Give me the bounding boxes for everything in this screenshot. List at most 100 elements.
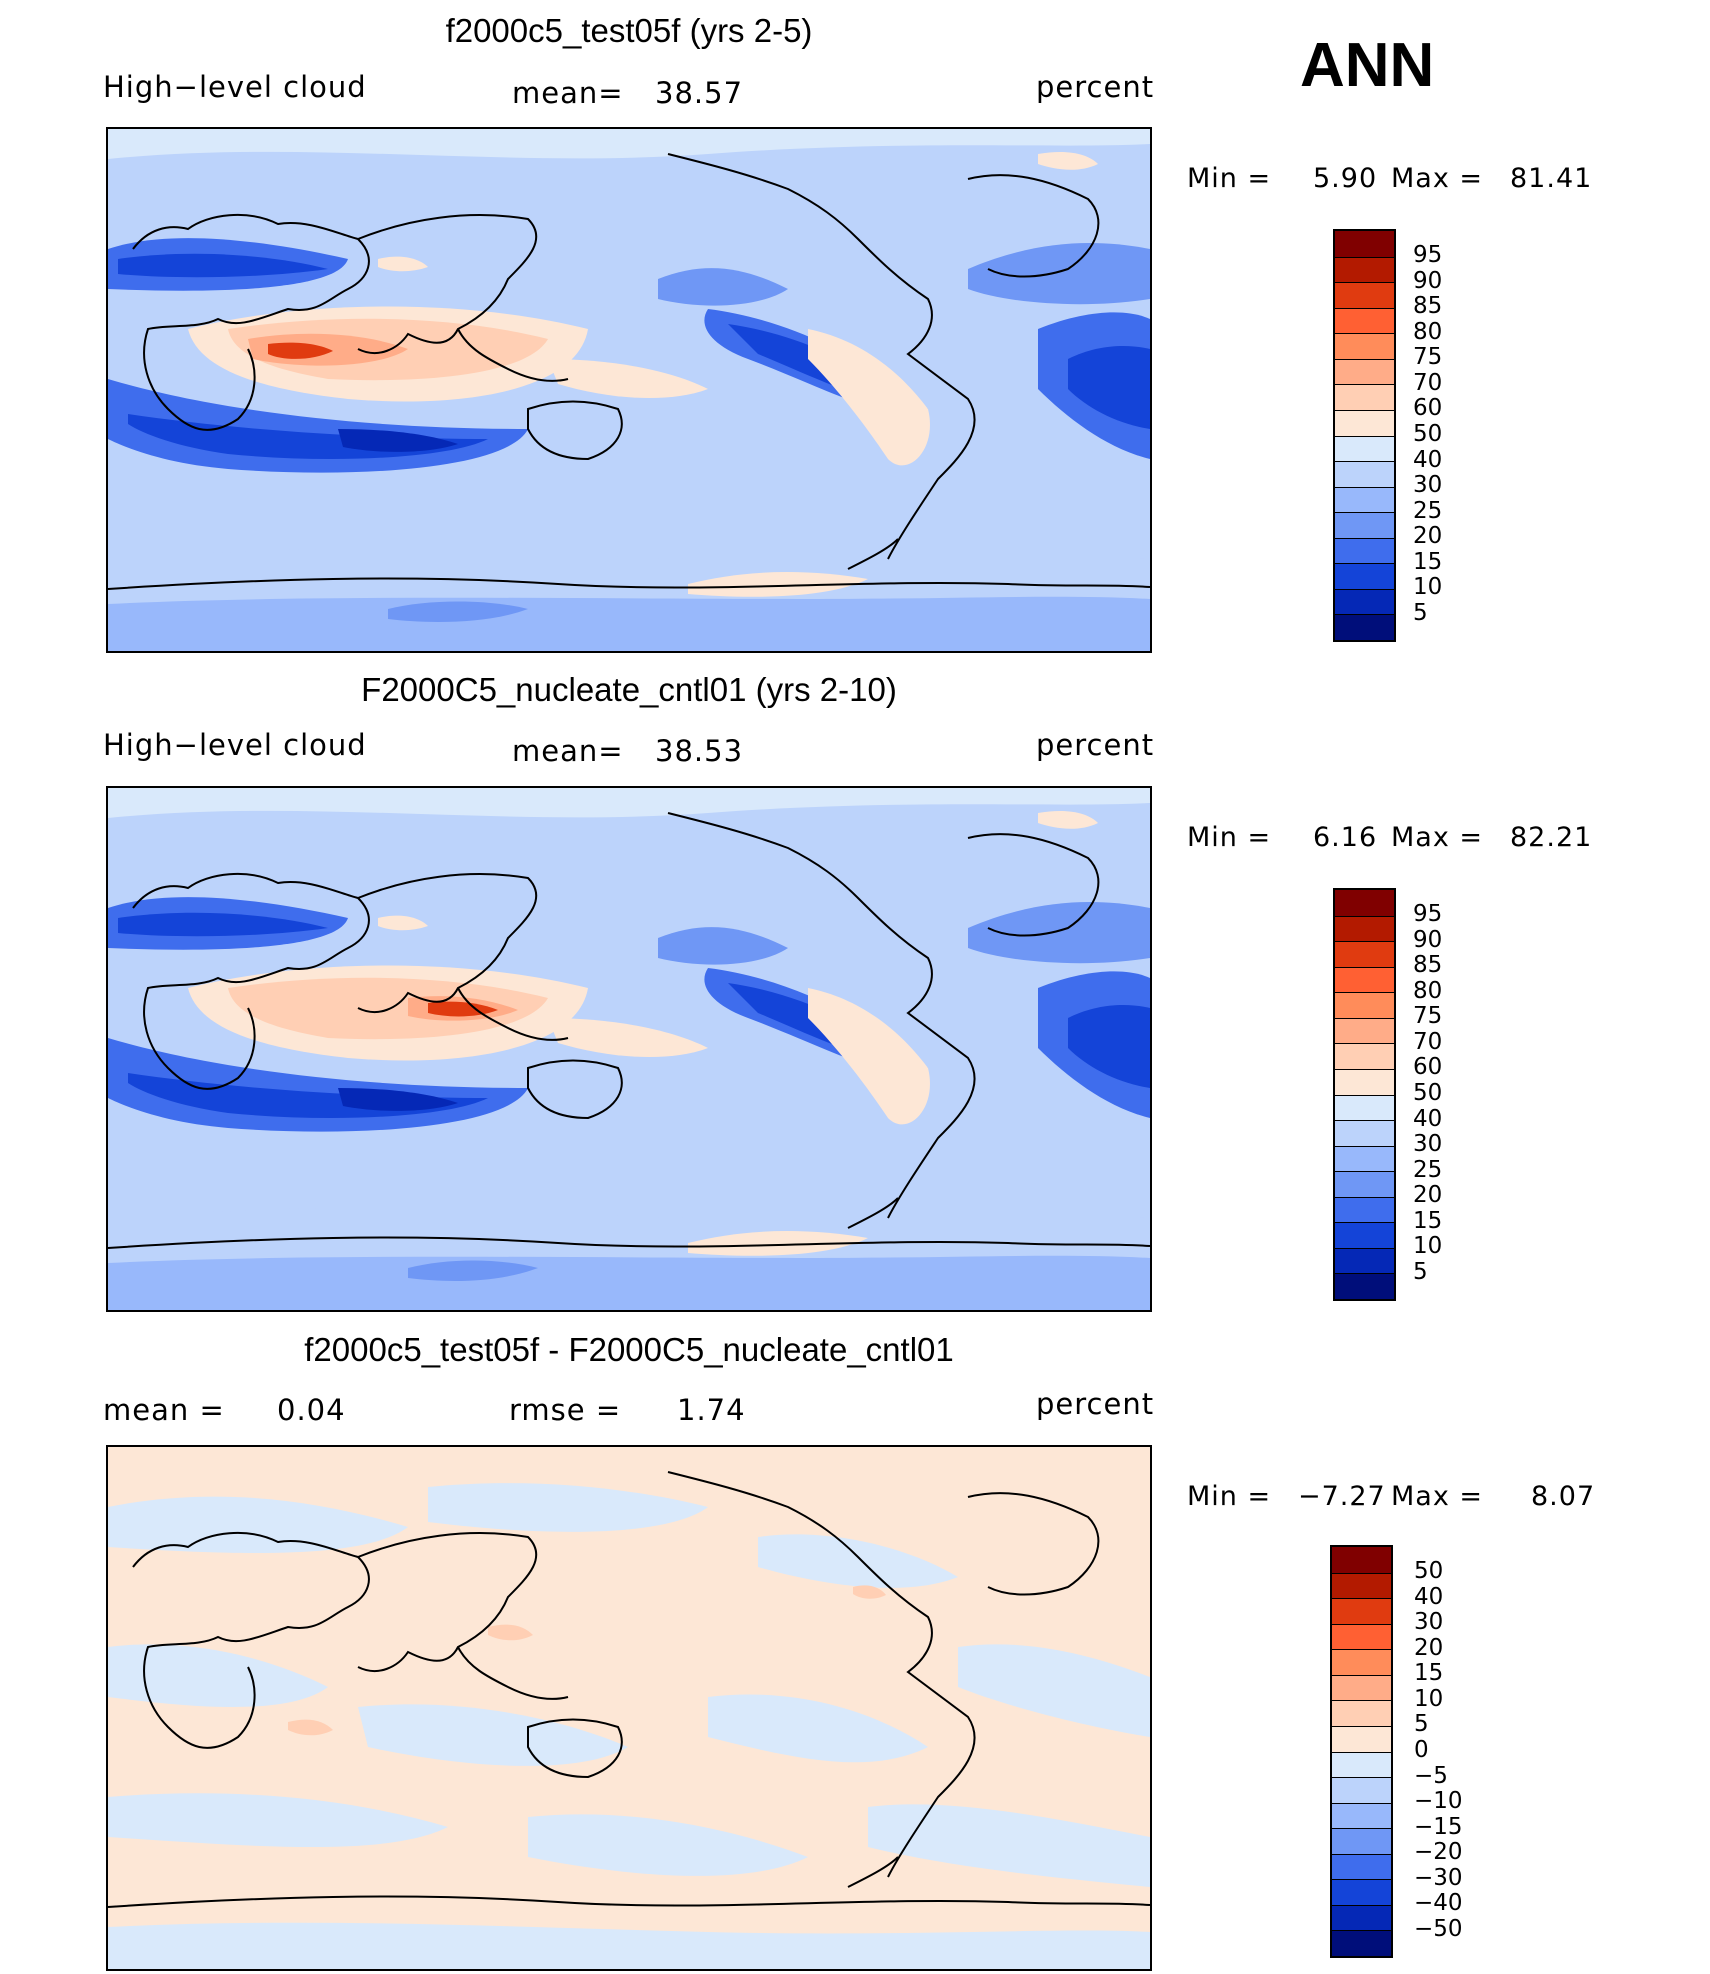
colorbar-swatch [1335,256,1394,283]
panel-2-variable-label: High−level cloud [103,728,367,762]
colorbar-swatch [1335,1273,1394,1299]
panel-3-tick-0: 50 [1414,1558,1444,1584]
colorbar-swatch [1332,1853,1391,1880]
colorbar-swatch [1332,1904,1391,1931]
colorbar-swatch [1335,1145,1394,1172]
panel-2-min-value: 6.16 [1313,822,1378,853]
panel-2-tick-11: 20 [1413,1182,1443,1208]
panel-2-map-field [108,788,1150,1310]
panel-1-min-label: Min = [1187,163,1272,194]
colorbar-swatch [1335,1120,1394,1146]
panel-2-tick-13: 10 [1413,1233,1443,1259]
panel-1-tick-0: 95 [1413,242,1443,268]
panel-3-tick-6: 5 [1414,1711,1429,1737]
colorbar-swatch [1332,1725,1391,1752]
colorbar-swatch [1335,537,1394,564]
panel-2-tick-4: 75 [1413,1003,1443,1029]
panel-3-min-value: −7.27 [1298,1481,1386,1512]
panel-1-tick-12: 15 [1413,549,1443,575]
panel-3-tick-10: −15 [1414,1814,1463,1840]
colorbar-swatch [1335,941,1394,967]
panel-1-mean-label: mean= [512,76,624,110]
panel-3-tick-4: 15 [1414,1660,1444,1686]
panel-3-tick-13: −40 [1414,1890,1463,1916]
panel-3-colorbar [1330,1545,1393,1958]
panel-1-colorbar [1333,229,1396,642]
panel-1-tick-11: 20 [1413,523,1443,549]
panel-3-tick-9: −10 [1414,1788,1463,1814]
colorbar-swatch [1335,358,1394,385]
colorbar-swatch [1335,588,1394,615]
panel-2-tick-5: 70 [1413,1029,1443,1055]
panel-3-max-label: Max = [1391,1481,1484,1512]
panel-2-tick-10: 25 [1413,1157,1443,1183]
panel-1-tick-4: 75 [1413,344,1443,370]
colorbar-swatch [1335,1247,1394,1274]
panel-1-tick-8: 40 [1413,447,1443,473]
colorbar-swatch [1332,1572,1391,1599]
colorbar-swatch [1335,282,1394,308]
colorbar-swatch [1335,915,1394,942]
panel-1-map [106,127,1152,653]
season-label: ANN [1300,31,1435,100]
panel-1-mean-value: 38.57 [655,76,744,110]
colorbar-swatch [1332,1751,1391,1778]
panel-3-rmse-value: 1.74 [677,1393,746,1427]
panel-1-tick-5: 70 [1413,370,1443,396]
panel-2-tick-6: 60 [1413,1054,1443,1080]
panel-3-tick-7: 0 [1414,1737,1429,1763]
panel-2-units: percent [1036,728,1155,762]
colorbar-swatch [1335,384,1394,410]
colorbar-swatch [1332,1879,1391,1905]
panel-1-max-value: 81.41 [1510,163,1593,194]
panel-1-map-field [108,129,1150,651]
panel-2-max-value: 82.21 [1510,822,1593,853]
panel-2-tick-3: 80 [1413,978,1443,1004]
panel-1-variable-label: High−level cloud [103,70,367,104]
panel-3-tick-5: 10 [1414,1686,1444,1712]
colorbar-swatch [1335,435,1394,462]
colorbar-swatch [1335,614,1394,640]
panel-2-tick-8: 40 [1413,1106,1443,1132]
panel-2-mean-label: mean= [512,734,624,768]
panel-2-title: F2000C5_nucleate_cntl01 (yrs 2-10) [361,671,897,708]
colorbar-swatch [1332,1598,1391,1624]
colorbar-swatch [1332,1930,1391,1956]
colorbar-swatch [1335,1094,1394,1121]
colorbar-swatch [1332,1649,1391,1675]
colorbar-swatch [1335,1017,1394,1044]
panel-3-mean-value: 0.04 [277,1393,346,1427]
colorbar-swatch [1335,486,1394,513]
panel-1-tick-2: 85 [1413,293,1443,319]
panel-3-rmse-label: rmse = [509,1393,622,1427]
panel-3-tick-1: 40 [1414,1584,1444,1610]
colorbar-swatch [1335,1196,1394,1223]
panel-3-max-value: 8.07 [1531,1481,1596,1512]
panel-1-tick-10: 25 [1413,498,1443,524]
panel-3-tick-11: −20 [1414,1839,1463,1865]
panel-2-min-label: Min = [1187,822,1272,853]
colorbar-swatch [1335,1171,1394,1197]
colorbar-swatch [1335,333,1394,359]
panel-2-tick-2: 85 [1413,952,1443,978]
panel-2-max-label: Max = [1391,822,1484,853]
panel-2-tick-1: 90 [1413,927,1443,953]
panel-1-title: f2000c5_test05f (yrs 2-5) [445,12,813,49]
panel-1-tick-13: 10 [1413,574,1443,600]
colorbar-swatch [1335,231,1394,257]
panel-1-tick-14: 5 [1413,600,1428,626]
panel-2-tick-14: 5 [1413,1259,1428,1285]
colorbar-swatch [1332,1828,1391,1854]
panel-3-tick-2: 30 [1414,1609,1444,1635]
colorbar-swatch [1335,563,1394,589]
panel-1-tick-7: 50 [1413,421,1443,447]
colorbar-swatch [1335,461,1394,487]
colorbar-swatch [1335,512,1394,538]
colorbar-swatch [1335,1068,1394,1095]
panel-1-tick-9: 30 [1413,472,1443,498]
panel-3-units: percent [1036,1387,1155,1421]
colorbar-swatch [1332,1547,1391,1573]
colorbar-swatch [1335,992,1394,1018]
panel-2-colorbar [1333,888,1396,1301]
colorbar-swatch [1335,966,1394,993]
